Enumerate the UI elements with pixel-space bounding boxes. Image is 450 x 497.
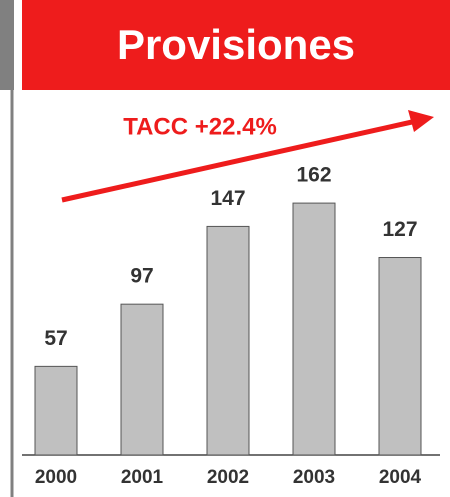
x-tick-label: 2000 <box>35 467 77 488</box>
x-tick-label: 2004 <box>379 467 422 488</box>
bar <box>378 257 422 456</box>
value-label: 57 <box>44 327 67 350</box>
bar <box>34 365 78 456</box>
chart-title: Provisiones <box>117 21 355 68</box>
x-tick-label: 2001 <box>121 467 164 488</box>
value-label: 162 <box>296 164 331 187</box>
bar <box>292 202 336 456</box>
bar <box>120 303 164 456</box>
side-bar <box>0 0 14 90</box>
title-banner <box>22 0 450 90</box>
bar <box>206 225 250 456</box>
value-label: 127 <box>382 218 417 241</box>
arrow-head <box>408 110 434 132</box>
trend-arrow <box>61 119 413 203</box>
x-tick-label: 2003 <box>293 467 335 488</box>
value-label: 147 <box>210 187 245 210</box>
annotation: TACC +22.4% <box>123 113 277 140</box>
value-label: 97 <box>130 265 153 288</box>
x-tick-label: 2002 <box>207 467 249 488</box>
